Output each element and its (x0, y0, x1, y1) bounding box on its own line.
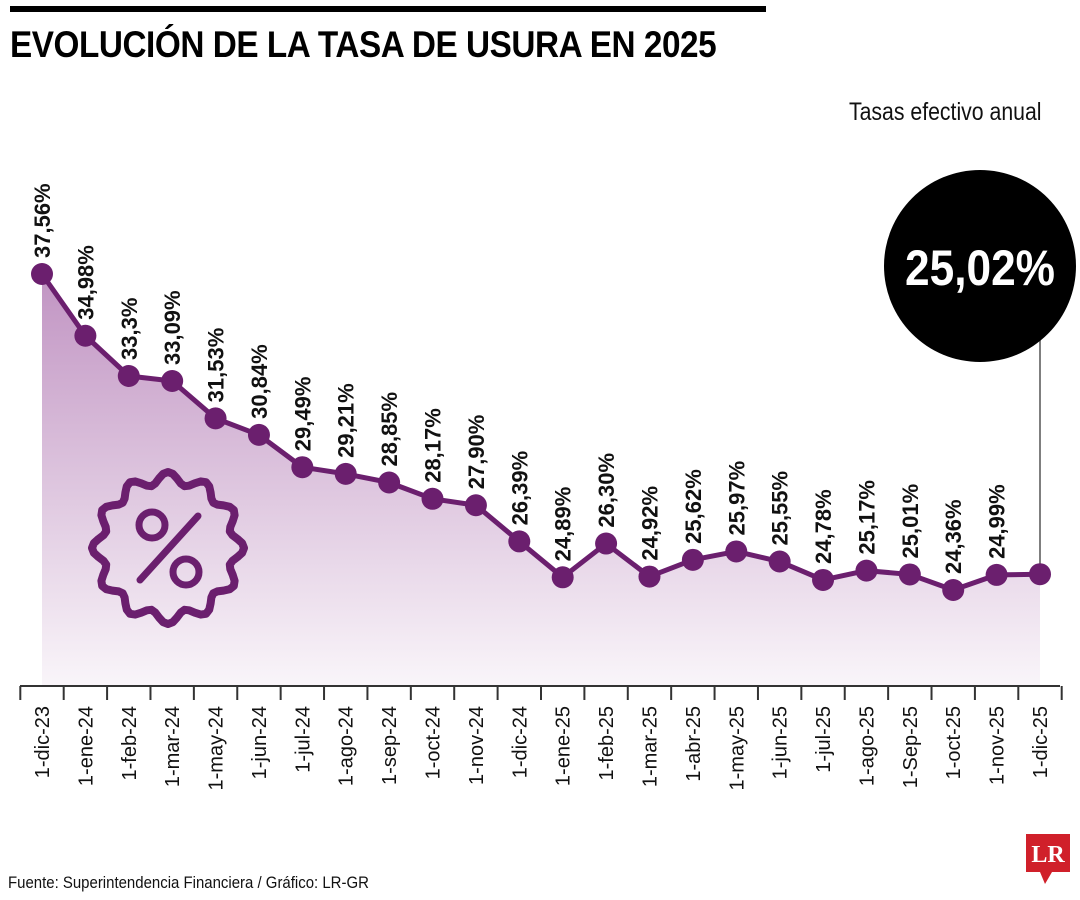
x-tick-label-7: 1-ago-24 (336, 706, 358, 786)
value-label-6: 29,49% (290, 377, 315, 452)
percent-badge-icon (88, 468, 248, 628)
x-tick-label-5: 1-jun-24 (249, 706, 271, 779)
data-point-2 (117, 364, 140, 387)
value-label-16: 25,97% (724, 461, 749, 536)
value-label-10: 27,90% (464, 415, 489, 490)
value-label-14: 24,92% (637, 486, 662, 561)
data-point-6 (291, 456, 314, 479)
data-point-16 (725, 540, 748, 563)
x-tick-label-22: 1-nov-25 (987, 706, 1009, 785)
data-point-3 (161, 370, 184, 393)
x-tick-label-14: 1-mar-25 (639, 706, 661, 787)
lr-logo: LR (1026, 834, 1070, 884)
value-label-0: 37,56% (30, 183, 55, 258)
data-point-14 (638, 565, 661, 588)
x-tick-label-6: 1-jul-24 (292, 706, 314, 773)
data-point-12 (551, 566, 574, 589)
lr-logo-text: LR (1031, 842, 1065, 868)
x-tick-label-2: 1-feb-24 (119, 706, 141, 781)
chart-title: EVOLUCIÓN DE LA TASA DE USURA EN 2025 (10, 24, 717, 65)
data-point-23 (1029, 563, 1051, 586)
highlight-badge: 25,02% (884, 170, 1076, 362)
x-tick-label-3: 1-mar-24 (162, 706, 184, 787)
data-point-0 (31, 263, 53, 285)
x-tick-label-11: 1-dic-24 (509, 706, 531, 778)
data-point-5 (247, 423, 270, 446)
data-point-13 (595, 532, 618, 555)
x-tick-label-20: 1-Sep-25 (900, 706, 922, 788)
value-label-15: 25,62% (681, 469, 706, 544)
data-point-11 (508, 530, 531, 553)
value-label-8: 28,85% (377, 392, 402, 467)
data-point-7 (334, 462, 357, 485)
data-point-18 (812, 568, 835, 591)
x-tick-label-4: 1-may-24 (206, 706, 228, 790)
value-label-9: 28,17% (421, 408, 446, 483)
top-rule (10, 6, 766, 12)
chart-subtitle: Tasas efectivo anual (849, 98, 1042, 126)
x-tick-label-19: 1-ago-25 (856, 706, 878, 786)
value-label-1: 34,98% (73, 245, 98, 320)
value-label-4: 31,53% (204, 328, 229, 403)
x-tick-label-17: 1-jun-25 (770, 706, 792, 779)
x-tick-label-10: 1-nov-24 (466, 706, 488, 785)
value-label-11: 26,39% (507, 451, 532, 526)
highlight-value: 25,02% (905, 240, 1055, 296)
x-tick-label-1: 1-ene-24 (75, 706, 97, 786)
value-label-5: 30,84% (247, 344, 272, 419)
data-point-19 (855, 559, 878, 582)
source-note: Fuente: Superintendencia Financiera / Gr… (8, 873, 369, 892)
data-point-22 (985, 563, 1008, 586)
data-point-15 (681, 548, 704, 571)
x-tick-label-0: 1-dic-23 (32, 706, 54, 778)
x-tick-label-18: 1-jul-25 (813, 706, 835, 773)
data-point-8 (378, 471, 401, 494)
value-label-7: 29,21% (334, 383, 359, 458)
data-point-10 (464, 494, 487, 517)
data-point-1 (74, 324, 97, 347)
value-label-3: 33,09% (160, 290, 185, 365)
value-label-12: 24,89% (551, 487, 576, 562)
x-tick-label-9: 1-oct-24 (423, 706, 445, 779)
value-label-19: 25,17% (854, 480, 879, 555)
value-label-22: 24,99% (985, 484, 1010, 559)
value-label-21: 24,36% (941, 499, 966, 574)
value-label-18: 24,78% (811, 489, 836, 564)
x-tick-label-13: 1-feb-25 (596, 706, 618, 781)
x-tick-label-16: 1-may-25 (726, 706, 748, 790)
data-point-9 (421, 487, 444, 510)
x-tick-label-8: 1-sep-24 (379, 706, 401, 785)
data-point-21 (942, 579, 965, 601)
data-point-17 (768, 550, 791, 573)
value-label-17: 25,55% (768, 471, 793, 546)
area-fill (42, 274, 1040, 686)
data-point-4 (204, 407, 227, 430)
data-point-20 (898, 563, 921, 586)
value-label-2: 33,3% (117, 298, 142, 360)
value-label-13: 26,30% (594, 453, 619, 528)
x-tick-label-12: 1-ene-25 (553, 706, 575, 786)
x-tick-label-15: 1-abr-25 (683, 706, 705, 782)
x-tick-label-21: 1-oct-25 (943, 706, 965, 779)
x-tick-label-23: 1-dic-25 (1030, 706, 1052, 778)
value-label-20: 25,01% (898, 484, 923, 559)
